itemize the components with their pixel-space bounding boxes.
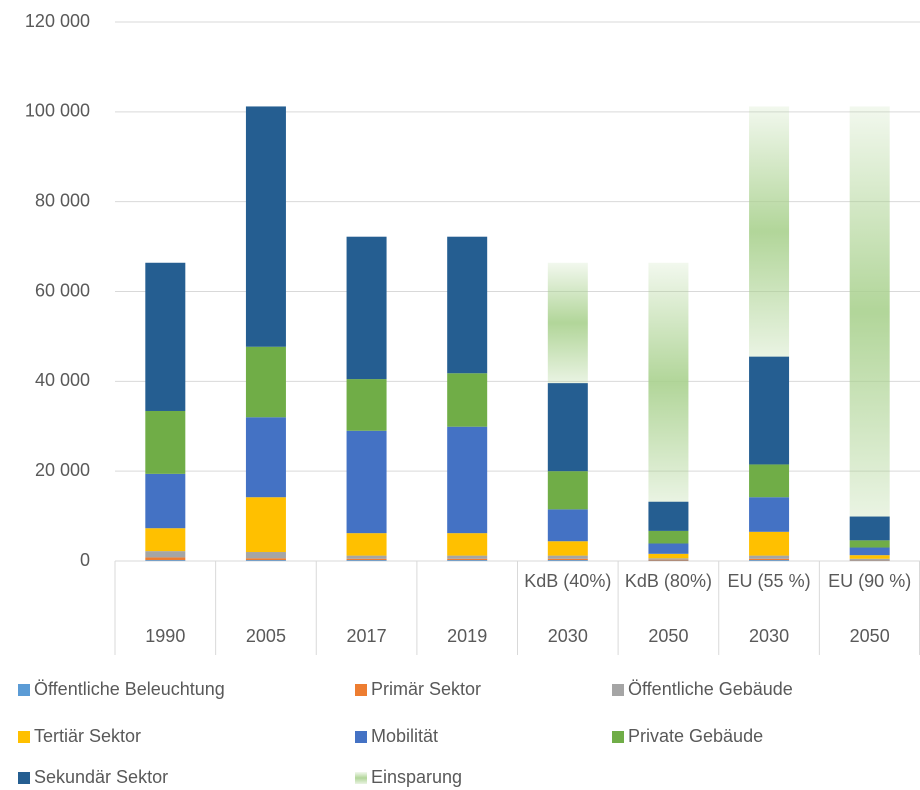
legend-label: Öffentliche Beleuchtung: [34, 679, 225, 699]
y-tick-label: 40 000: [35, 370, 90, 390]
y-tick-label: 100 000: [25, 101, 90, 121]
legend-swatch: [355, 684, 367, 696]
bar-segment: [346, 236, 387, 380]
bar-segment: [849, 547, 890, 556]
x-tick-label: 2017: [347, 626, 387, 646]
bar-segment: [547, 383, 588, 472]
bar-segment: [245, 560, 286, 561]
x-tick-label: 1990: [145, 626, 185, 646]
legend-swatch: [612, 731, 624, 743]
x-group-label: KdB (80%): [625, 571, 712, 591]
legend-swatch: [355, 731, 367, 743]
x-group-label: KdB (40%): [524, 571, 611, 591]
bar-segment: [447, 560, 488, 561]
bar-segment: [245, 497, 286, 553]
bar-segment: [849, 516, 890, 541]
x-tick-label: 2005: [246, 626, 286, 646]
bar-segment: [145, 528, 186, 552]
bar-segment: [145, 551, 186, 558]
bar-segment: [547, 262, 588, 384]
legend-label: Einsparung: [371, 767, 462, 787]
bar-segment: [245, 346, 286, 418]
bar-segment: [145, 473, 186, 529]
legend-label: Private Gebäude: [628, 726, 763, 746]
bar-segment: [749, 560, 790, 561]
x-tick-label: 2019: [447, 626, 487, 646]
y-tick-label: 20 000: [35, 460, 90, 480]
bar-segment: [749, 558, 790, 561]
bar-segment: [749, 106, 790, 357]
legend-label: Tertiär Sektor: [34, 726, 141, 746]
bar-segment: [145, 410, 186, 474]
bar-segment: [648, 559, 689, 561]
bar-segment: [447, 533, 488, 556]
legend-swatch: [18, 684, 30, 696]
bar-segment: [547, 558, 588, 561]
bar-segment: [648, 553, 689, 559]
bar-segment: [849, 540, 890, 548]
bar-segment: [245, 558, 286, 561]
x-group-label: EU (55 %): [728, 571, 811, 591]
bar-segment: [346, 533, 387, 556]
bar-segment: [245, 552, 286, 559]
bar-segment: [145, 262, 186, 411]
legend-swatch: [612, 684, 624, 696]
x-tick-label: 2030: [548, 626, 588, 646]
y-tick-label: 0: [80, 550, 90, 570]
legend-label: Primär Sektor: [371, 679, 481, 699]
legend-label: Sekundär Sektor: [34, 767, 168, 787]
bar-segment: [145, 557, 186, 561]
bar-segment: [849, 555, 890, 559]
bar-segment: [346, 430, 387, 534]
bar-segment: [547, 555, 588, 559]
bar-segment: [447, 555, 488, 559]
bar-segment: [245, 417, 286, 498]
bar-segment: [447, 426, 488, 534]
bar-segment: [346, 560, 387, 561]
y-tick-label: 80 000: [35, 190, 90, 210]
y-tick-label: 60 000: [35, 280, 90, 300]
x-tick-label: 2050: [850, 626, 890, 646]
bar-segment: [648, 543, 689, 554]
bar-segment: [648, 501, 689, 531]
y-tick-label: 120 000: [25, 11, 90, 31]
bar-segment: [547, 541, 588, 556]
bar-segment: [648, 558, 689, 560]
x-tick-label: 2050: [648, 626, 688, 646]
bar-segment: [648, 262, 689, 502]
bar-segment: [749, 464, 790, 498]
legend-label: Mobilität: [371, 726, 438, 746]
bar-segment: [346, 555, 387, 559]
x-group-label: EU (90 %): [828, 571, 911, 591]
bar-segment: [849, 106, 890, 517]
bar-segment: [749, 356, 790, 465]
bar-segment: [547, 471, 588, 510]
bar-segment: [447, 373, 488, 427]
bar-segment: [749, 497, 790, 532]
bar-segment: [346, 558, 387, 561]
bar-segment: [346, 379, 387, 431]
bar-segment: [648, 530, 689, 544]
legend-swatch: [18, 772, 30, 784]
bar-segment: [145, 560, 186, 561]
bar-segment: [447, 558, 488, 561]
bar-segment: [749, 555, 790, 559]
x-tick-label: 2030: [749, 626, 789, 646]
legend-swatch: [18, 731, 30, 743]
bar-segment: [547, 560, 588, 561]
bar-segment: [849, 558, 890, 561]
legend-swatch: [355, 772, 367, 784]
legend-label: Öffentliche Gebäude: [628, 679, 793, 699]
bar-segment: [447, 236, 488, 374]
bar-segment: [245, 106, 286, 347]
bar-segment: [547, 509, 588, 542]
bar-segment: [749, 531, 790, 556]
